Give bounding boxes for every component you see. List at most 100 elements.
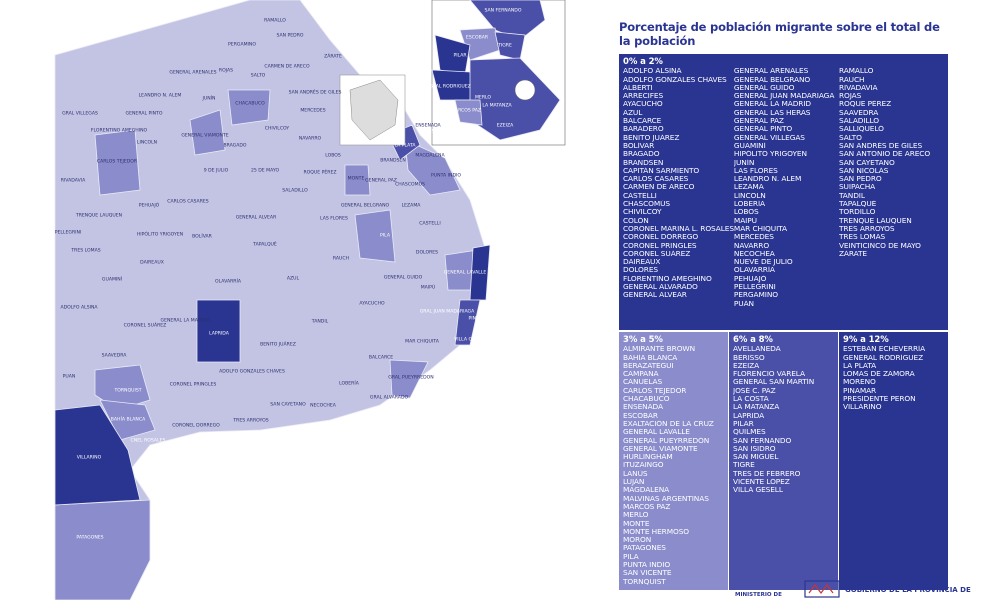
legend-item: FLORENCIO VARELA	[733, 370, 805, 379]
map-label: MAGDALENA	[415, 153, 445, 159]
legend-item: GENERAL LA MADRID	[733, 100, 811, 109]
legend-item: PATAGONES	[623, 544, 666, 553]
legend-item: TANDIL	[838, 191, 865, 200]
legend-item: MARCOS PAZ	[623, 502, 671, 511]
region-dark	[54, 404, 141, 506]
legend-item: PINAMAR	[843, 386, 877, 395]
map-label: GRAL ALVARADO	[370, 395, 409, 401]
map-label: TRES LOMAS	[70, 248, 100, 254]
region-mid	[54, 499, 151, 600]
map-label: MERLO	[475, 95, 491, 101]
legend-item: ENSENADA	[623, 403, 663, 412]
legend-item: BERISSO	[733, 353, 765, 362]
map-label: ROQUE PÉREZ	[303, 168, 336, 176]
legend-item: VEINTICINCO DE MAYO	[838, 241, 921, 250]
map-label: GRAL RODRIGUEZ	[429, 84, 471, 90]
region-dark6	[454, 299, 481, 346]
legend-item: GENERAL PINTO	[733, 125, 793, 134]
legend-item: DAIREAUX	[623, 258, 661, 267]
map-label: CARLOS CASARES	[167, 199, 209, 205]
map-label: CHASCOMÚS	[395, 181, 425, 188]
map-label: LAPRIDA	[209, 331, 230, 337]
map-label: TRENQUE LAUQUEN	[75, 213, 122, 219]
legend-item: GENERAL ALVEAR	[623, 291, 687, 300]
map-label: CARLOS TEJEDOR	[97, 159, 138, 165]
legend-item: TRES LOMAS	[838, 233, 886, 242]
region-dark	[469, 244, 491, 301]
legend-item: SAN FERNANDO	[733, 436, 792, 445]
map-label: ENSENADA	[415, 123, 441, 129]
map-regions	[54, 0, 491, 600]
legend-item: TRES ARROYOS	[838, 224, 895, 233]
legend-item: SAN VICENTE	[623, 569, 672, 578]
map-label: SAN CAYETANO	[270, 402, 306, 408]
map: RAMALLO SAN PEDRO PERGAMINO ROJAS SALTO GENER…	[54, 0, 566, 600]
map-label: SAN ANDRÉS DE GILES	[289, 88, 342, 96]
map-label: MONTE	[348, 176, 365, 182]
map-label: SALTO	[251, 73, 266, 79]
map-label: ADOLFO ALSINA	[60, 305, 98, 311]
legend-item: CASTELLI	[623, 191, 657, 200]
map-label: GENERAL ALVEAR	[236, 215, 277, 221]
map-label: GENERAL BELGRANO	[341, 203, 390, 209]
legend-item: BAHÍA BLANCA	[623, 353, 678, 362]
legend-item: ROJAS	[838, 92, 862, 101]
legend-item: VILLA GESELL	[733, 486, 783, 495]
legend-item: MORÓN	[623, 536, 652, 545]
legend-column: ADOLFO ALSINA ADOLFO GONZALES CHAVES ALBER…	[623, 67, 734, 308]
legend-item: BALCARCE	[623, 117, 662, 126]
legend-item: TORNQUIST	[623, 577, 666, 586]
legend-item: TORDILLO	[838, 208, 876, 217]
map-label: LEANDRO N. ALEM	[139, 93, 182, 99]
legend-item: LOBOS	[733, 208, 759, 217]
legend-item: LA COSTA	[733, 395, 769, 404]
map-label: RAMALLO	[264, 18, 286, 24]
legend-item: RIVADAVIA	[838, 83, 878, 92]
legend-column: GENERAL ARENALES GENERAL BELGRANO GENERAL …	[734, 67, 839, 308]
map-label: TORNQUIST	[113, 388, 141, 394]
map-label: ESCOBAR	[466, 35, 489, 41]
legend-item: MORENO	[843, 378, 876, 387]
legend-item: PUNTA INDIO	[623, 561, 671, 570]
legend: Porcentaje de población migrante sobre e…	[619, 20, 948, 590]
legend-item: OLAVARRÍA	[733, 266, 775, 275]
legend-item: LEZAMA	[733, 183, 764, 192]
legend-item: PELLEGRINI	[733, 283, 776, 292]
legend-item: GENERAL LAS HERAS	[733, 108, 811, 117]
map-label: VILLARINO	[77, 455, 102, 461]
legend-item: GENERAL VIAMONTE	[623, 444, 698, 453]
legend-item: COLÓN	[623, 216, 649, 225]
map-label: ADOLFO GONZALES CHAVES	[219, 369, 285, 375]
legend-item: PILA	[623, 552, 639, 561]
map-label: SAAVEDRA	[102, 353, 128, 359]
legend-group: 9% a 12% ESTEBAN ECHEVERRÍA GENERAL RODRÍG…	[839, 332, 948, 590]
map-label: 9 DE JULIO	[204, 168, 229, 174]
legend-item: TRES DE FEBRERO	[733, 469, 801, 478]
legend-item: NECOCHEA	[733, 249, 775, 258]
legend-item: BOLÍVAR	[623, 141, 655, 150]
legend-item: PILAR	[733, 419, 754, 428]
legend-item: BERAZATEGUI	[623, 361, 674, 370]
legend-item: GENERAL LAVALLE	[623, 428, 690, 437]
legend-item: LOMAS DE ZAMORA	[843, 370, 915, 379]
map-label: DAIREAUX	[140, 260, 164, 266]
legend-item: QUILMES	[733, 428, 766, 437]
legend-item: MAR CHIQUITA	[733, 224, 787, 233]
legend-item: GENERAL ARENALES	[733, 67, 809, 76]
legend-item: TIGRE	[733, 461, 755, 470]
legend-item: CHACABUCO	[623, 395, 670, 404]
map-label: PUAN	[63, 374, 76, 380]
legend-item: AZUL	[623, 108, 643, 117]
legend-item: SAN ISIDRO	[733, 444, 776, 453]
legend-item: MAIPÚ	[733, 216, 757, 225]
legend-item: TRENQUE LAUQUEN	[838, 216, 912, 225]
map-label: GENERAL VIAMONTE	[181, 133, 228, 139]
legend-item: GENERAL BELGRANO	[733, 75, 811, 84]
map-label: CORONEL DORREGO	[172, 423, 220, 429]
map-label: LEZAMA	[402, 203, 422, 209]
caba	[514, 79, 536, 101]
legend-column: RAMALLO RAUCH RIVADAVIA ROJAS ROQUE PÉREZ SAA…	[839, 67, 944, 308]
legend-item: GUAMINÍ	[733, 141, 766, 150]
map-label: HIPÓLITO YRIGOYEN	[137, 231, 183, 238]
